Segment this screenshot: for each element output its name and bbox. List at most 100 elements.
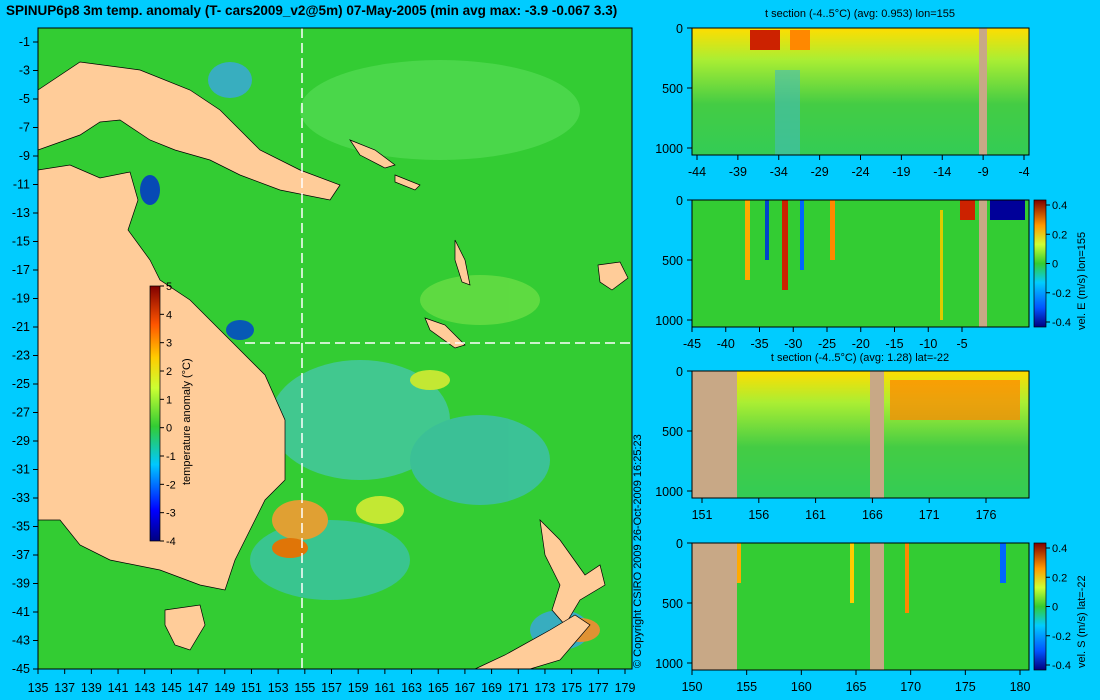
map-y-tick-label: -19: [12, 292, 30, 306]
section-4-field: [692, 543, 1029, 670]
section-colorbar-tick-label: 0: [1052, 602, 1058, 614]
map-y-tick-label: -17: [12, 263, 30, 277]
section-4-jet: [1000, 543, 1006, 583]
map-colorbar-tick-label: 4: [166, 309, 172, 321]
map-x-tick-label: 145: [161, 681, 182, 695]
section-2-colorbar: [1033, 199, 1047, 328]
section-x-tick-label: 161: [805, 508, 826, 522]
section-2-y-axis: 0 500 1000: [655, 194, 692, 328]
map-eddy: [300, 60, 580, 160]
section-2-jet: [800, 200, 804, 270]
section-x-tick-label: -5: [956, 337, 967, 351]
map-colorbar-tick-label: 1: [166, 394, 172, 406]
section-2-jet: [940, 210, 943, 320]
map-eddies: [140, 60, 600, 650]
map-colorbar-tick-label: -1: [166, 451, 176, 463]
map-x-tick-label: 169: [481, 681, 502, 695]
map-y-tick-label: -29: [12, 434, 30, 448]
section-x-tick-label: 180: [1010, 680, 1031, 694]
section-x-tick-label: 160: [791, 680, 812, 694]
section-4-panel: 150 155 160 165 170 175 180 0 500 1000 0.4 0.2 0 -0…: [655, 537, 1088, 694]
map-eddy: [356, 496, 404, 524]
map-x-tick-label: 153: [268, 681, 289, 695]
section-2-colorbar-ticks: 0.4 0.2 0 -0.2 -0.4: [1046, 200, 1071, 329]
section-4-jet: [850, 543, 854, 603]
map-eddy: [270, 360, 450, 480]
section-3-x-axis: 151 156 161 166 171 176: [692, 498, 996, 522]
section-x-tick-label: 150: [682, 680, 703, 694]
map-x-axis: 135 137 139 141 143 145 147 149 151 153 155 157 159 1…: [28, 669, 635, 695]
section-2-x-axis: -45 -40 -35 -30 -25 -20 -15 -10 -5: [683, 327, 968, 351]
section-y-tick-label: 500: [662, 425, 683, 439]
section-x-tick-label: -10: [919, 337, 937, 351]
section-y-tick-label: 0: [676, 537, 683, 551]
section-colorbar-tick-label: -0.2: [1052, 631, 1071, 643]
map-x-tick-label: 159: [348, 681, 369, 695]
map-eddy: [410, 415, 550, 505]
section-1-land: [979, 28, 987, 155]
map-colorbar-label: temperature anomaly (°C): [181, 358, 193, 485]
section-x-tick-label: -34: [770, 165, 788, 179]
map-y-tick-label: -35: [12, 520, 30, 534]
map-y-tick-label: -13: [12, 206, 30, 220]
map-y-axis: -1 -3 -5 -7 -9 -11 -13 -15 -17 -19 -21 -23 -25 -27 -29…: [12, 35, 38, 676]
section-2-jet: [745, 200, 750, 280]
map-y-tick-label: -33: [12, 491, 30, 505]
map-eddy: [410, 370, 450, 390]
section-x-tick-label: -44: [688, 165, 706, 179]
map-y-tick-label: -37: [12, 548, 30, 562]
section-x-tick-label: -4: [1018, 165, 1029, 179]
land-solomon-1: [349, 139, 396, 169]
section-x-tick-label: 151: [692, 508, 713, 522]
section-y-tick-label: 500: [662, 254, 683, 268]
section-3-title: t section (-4..5°C) (avg: 1.28) lat=-22: [771, 352, 949, 364]
map-x-tick-label: 175: [561, 681, 582, 695]
section-x-tick-label: -40: [717, 337, 735, 351]
section-x-tick-label: -19: [892, 165, 910, 179]
section-y-tick-label: 1000: [655, 314, 683, 328]
map-land: [37, 61, 629, 670]
sections: t section (-4..5°C) (avg: 0.953) lon=155…: [655, 8, 1088, 694]
section-x-tick-label: 171: [919, 508, 940, 522]
section-4-land: [870, 543, 884, 670]
map-y-tick-label: -43: [12, 634, 30, 648]
section-1-warm: [750, 30, 780, 50]
section-1-panel: t section (-4..5°C) (avg: 0.953) lon=155…: [655, 8, 1029, 179]
section-x-tick-label: 166: [862, 508, 883, 522]
map-x-tick-label: 143: [134, 681, 155, 695]
map-x-tick-label: 141: [108, 681, 129, 695]
section-2-jet: [782, 200, 788, 290]
section-y-tick-label: 0: [676, 22, 683, 36]
section-y-tick-label: 1000: [655, 142, 683, 156]
figure-title: SPINUP6p8 3m temp. anomaly (T- cars2009_…: [6, 3, 618, 18]
land-australia: [37, 164, 286, 591]
section-x-tick-label: 175: [955, 680, 976, 694]
map-eddy: [420, 275, 540, 325]
map-colorbar: [149, 285, 161, 542]
map-y-tick-label: -45: [12, 662, 30, 676]
section-x-tick-label: 170: [900, 680, 921, 694]
map-x-tick-label: 167: [454, 681, 475, 695]
section-colorbar-tick-label: 0.2: [1052, 572, 1067, 584]
land-tasmania: [164, 604, 206, 651]
section-1-warm: [790, 30, 810, 50]
map-x-tick-label: 139: [81, 681, 102, 695]
section-y-tick-label: 500: [662, 597, 683, 611]
map-x-tick-label: 151: [241, 681, 262, 695]
section-3-land: [692, 371, 737, 498]
section-4-y-axis: 0 500 1000: [655, 537, 692, 671]
section-2-jet: [990, 200, 1025, 220]
land-new-caledonia: [424, 317, 466, 349]
section-x-tick-label: -14: [933, 165, 951, 179]
map-x-tick-label: 165: [428, 681, 449, 695]
map-x-tick-label: 155: [294, 681, 315, 695]
map-colorbar-tick-label: -4: [166, 536, 176, 548]
section-colorbar-tick-label: -0.4: [1052, 660, 1071, 672]
map-y-tick-label: -5: [19, 92, 30, 106]
land-fiji: [597, 261, 629, 291]
section-y-tick-label: 0: [676, 194, 683, 208]
section-x-tick-label: -29: [811, 165, 829, 179]
section-colorbar-tick-label: -0.4: [1052, 317, 1071, 329]
section-1-cool: [775, 70, 800, 155]
